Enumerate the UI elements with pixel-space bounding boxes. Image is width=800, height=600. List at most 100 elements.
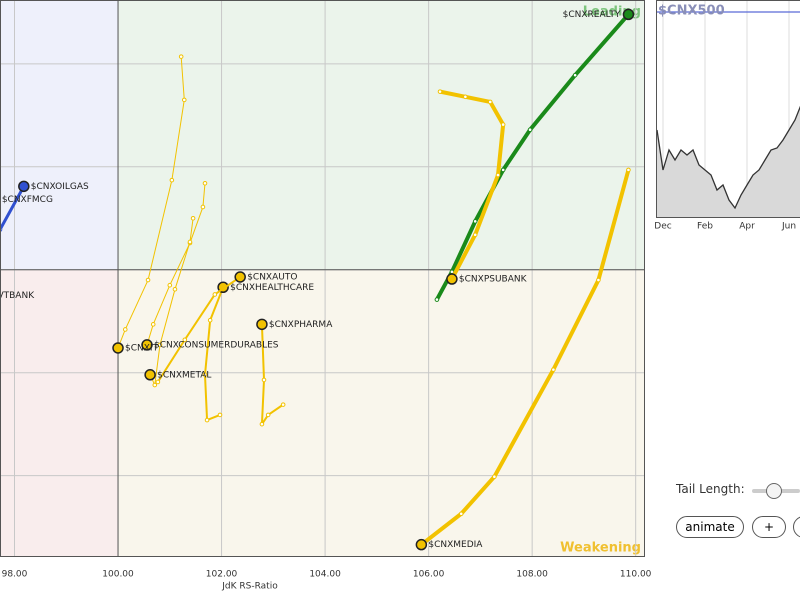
tail-point bbox=[596, 277, 601, 283]
tail-point bbox=[212, 292, 218, 297]
x-tick-label: Jun bbox=[781, 222, 796, 232]
tail-point bbox=[527, 127, 533, 133]
series-layer bbox=[0, 8, 635, 551]
tail-point bbox=[492, 474, 497, 479]
tail-point bbox=[202, 180, 208, 186]
x-tick-label: Apr bbox=[739, 222, 755, 232]
tail-point bbox=[167, 282, 173, 288]
tail-line bbox=[146, 182, 206, 346]
tail-point bbox=[551, 367, 556, 372]
quadrant-leading bbox=[118, 0, 645, 270]
series-label: $CNXCONSUMERDURABLES bbox=[154, 340, 279, 350]
tail-line bbox=[117, 56, 185, 349]
tail-point bbox=[265, 412, 271, 418]
x-tick-label: 106.00 bbox=[413, 570, 445, 580]
quadrant-improving bbox=[0, 0, 119, 270]
tail-point bbox=[157, 342, 163, 348]
tail-point bbox=[458, 511, 464, 517]
tail-point bbox=[487, 99, 493, 105]
line bbox=[656, 105, 800, 210]
series-label: $CNXMEDIA bbox=[428, 540, 483, 550]
series-label: $CNXHEALTHCARE bbox=[230, 283, 314, 293]
tail-point bbox=[169, 177, 175, 183]
tail-point bbox=[626, 167, 631, 173]
grid: 98.00 100.00 102.00 104.00 106.00 108.00 110.0… bbox=[0, 0, 652, 580]
tail-point bbox=[463, 94, 468, 100]
head-marker bbox=[234, 271, 246, 283]
x-tick-label: Feb bbox=[697, 222, 713, 232]
tail-point bbox=[500, 167, 506, 173]
tail-point bbox=[187, 239, 193, 245]
series-label: $CNXPHARMA bbox=[269, 320, 333, 330]
inset-plot bbox=[656, 0, 800, 218]
tail-point bbox=[261, 377, 267, 383]
tail-point bbox=[181, 97, 187, 103]
tail-point bbox=[172, 287, 178, 292]
inset-border bbox=[656, 0, 800, 218]
tail-point bbox=[150, 322, 156, 327]
tail-line bbox=[419, 167, 631, 547]
x-tick-label: 108.00 bbox=[516, 570, 548, 580]
series-label: $CNXAUTO bbox=[247, 272, 297, 282]
tail-length-label: Tail Length: bbox=[676, 482, 745, 496]
tail-point bbox=[207, 317, 213, 323]
plot-border bbox=[0, 0, 645, 557]
tail-point bbox=[500, 122, 506, 127]
x-tick-label: 102.00 bbox=[206, 570, 238, 580]
x-tick-label: 100.00 bbox=[102, 570, 134, 580]
head-marker bbox=[256, 318, 268, 331]
x-tick-label: Dec bbox=[654, 222, 671, 232]
tail-point bbox=[202, 372, 208, 378]
tail-point bbox=[495, 172, 501, 178]
tail-point bbox=[437, 89, 443, 94]
tail-point bbox=[155, 379, 161, 385]
tail-point bbox=[204, 417, 210, 423]
series-label: $CNXOILGAS bbox=[31, 182, 89, 192]
head-marker bbox=[144, 369, 156, 381]
tail-point bbox=[572, 72, 578, 78]
tail-point bbox=[434, 297, 440, 302]
tail-point bbox=[190, 215, 196, 221]
tail-line bbox=[0, 184, 26, 232]
plus-button[interactable]: + bbox=[752, 516, 786, 538]
animate-button[interactable]: animate bbox=[676, 516, 744, 538]
inset-title: $CNX500 bbox=[658, 4, 725, 19]
slider-thumb[interactable] bbox=[766, 483, 782, 499]
x-tick-label: 110.00 bbox=[620, 570, 652, 580]
series-label: $CNXREALTY bbox=[563, 10, 621, 20]
tail-point bbox=[182, 337, 188, 343]
series-label: $CNXIT bbox=[125, 343, 159, 353]
tail-point bbox=[472, 219, 478, 224]
tail-point bbox=[145, 277, 151, 283]
quadrant-lagging bbox=[0, 269, 119, 557]
series-label: $CNXPVTBANK bbox=[0, 291, 35, 301]
inset-chart: Dec Feb Apr Jun $CNX500 bbox=[654, 0, 800, 232]
head-marker bbox=[446, 273, 458, 285]
area bbox=[657, 107, 800, 218]
head-marker bbox=[18, 180, 30, 193]
series-label: $CNXMETAL bbox=[157, 370, 211, 380]
tail-point bbox=[217, 412, 223, 418]
x-tick-label: 98.00 bbox=[2, 570, 28, 580]
x-tick-label: 104.00 bbox=[309, 570, 341, 580]
x-axis-label: JdK RS-Ratio bbox=[221, 582, 278, 592]
head-marker bbox=[112, 342, 124, 354]
tail-point bbox=[152, 382, 158, 388]
tail-line bbox=[156, 275, 242, 383]
tail-point bbox=[472, 232, 478, 238]
head-marker bbox=[622, 8, 635, 21]
tail-point bbox=[259, 421, 265, 427]
tail-point bbox=[200, 204, 206, 210]
tail-point bbox=[122, 327, 128, 332]
series-label: $CNXFMCG bbox=[2, 195, 53, 205]
head-marker bbox=[141, 339, 153, 351]
quadrant-label: Weakening bbox=[560, 541, 641, 556]
tail-point bbox=[280, 402, 286, 407]
quadrant-weakening bbox=[118, 269, 645, 557]
series-label: $CNXPSUBANK bbox=[459, 275, 528, 285]
head-marker bbox=[415, 538, 428, 551]
tail-point bbox=[178, 54, 184, 59]
